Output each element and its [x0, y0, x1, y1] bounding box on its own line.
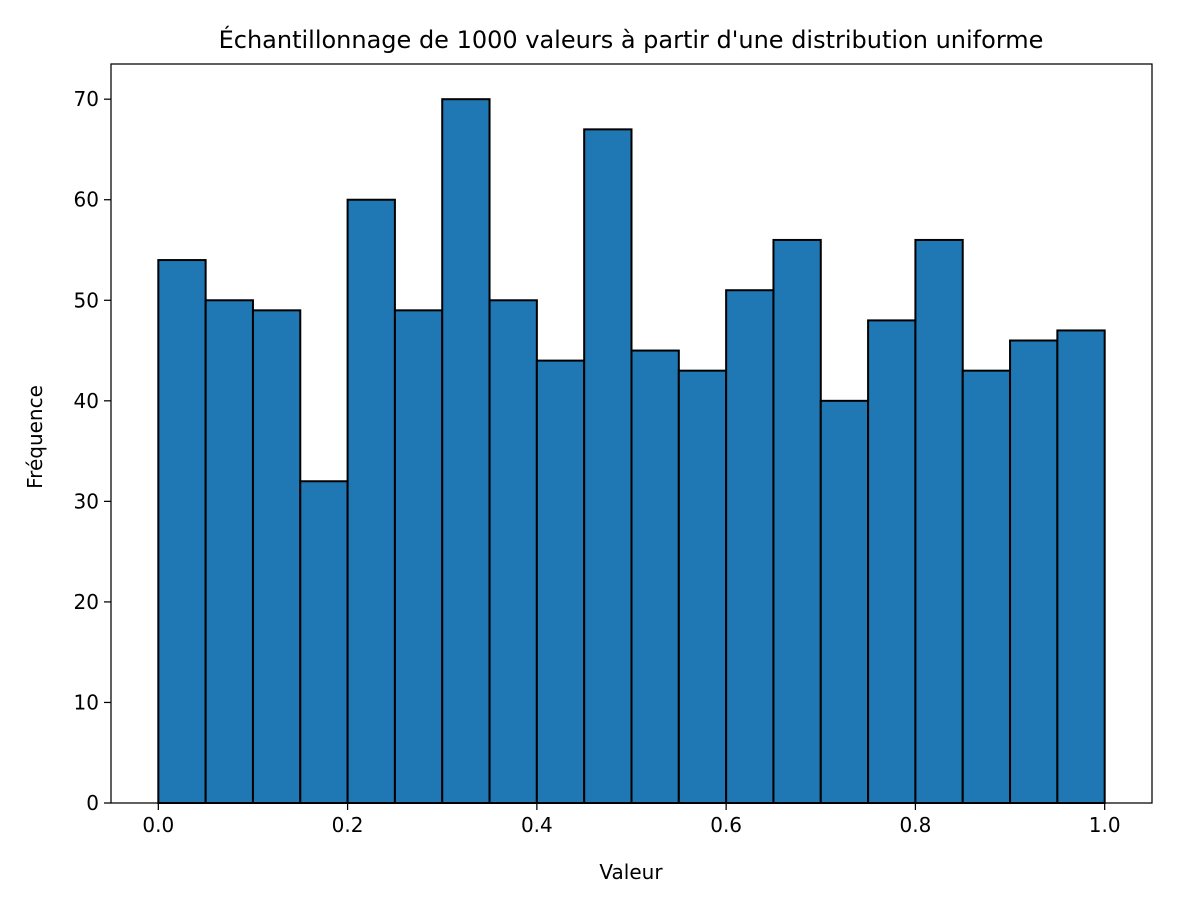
- y-axis-ticks: 0 10 20 30 40 50 60 70: [74, 87, 111, 815]
- x-tick-label: 0.6: [710, 813, 742, 837]
- chart-title: Échantillonnage de 1000 valeurs à partir…: [219, 25, 1044, 54]
- histogram-bar: [1009, 339, 1059, 804]
- x-tick-label: 0.4: [521, 813, 553, 837]
- histogram-bar: [819, 399, 870, 804]
- x-tick-label: 1.0: [1089, 813, 1121, 837]
- histogram-bar: [535, 359, 586, 804]
- y-tick-label: 20: [74, 590, 99, 614]
- histogram-bar: [157, 259, 207, 804]
- histogram-bar: [441, 98, 491, 804]
- histogram-bar: [299, 480, 349, 804]
- x-tick-label: 0.0: [142, 813, 174, 837]
- y-tick-label: 70: [74, 87, 99, 111]
- x-tick-label: 0.8: [900, 813, 932, 837]
- y-tick-label: 0: [86, 791, 99, 815]
- histogram-bar: [725, 289, 775, 804]
- histogram-bar: [204, 299, 254, 804]
- plot-frame: [110, 63, 1153, 804]
- x-axis-label: Valeur: [599, 860, 663, 884]
- histogram-bar: [393, 309, 444, 804]
- histogram-bar: [1056, 329, 1106, 804]
- histogram-bar: [251, 309, 302, 804]
- y-tick-label: 10: [74, 690, 99, 714]
- histogram-bar: [346, 198, 396, 805]
- x-tick-label: 0.2: [332, 813, 364, 837]
- y-tick-label: 30: [74, 489, 99, 513]
- histogram-bar: [772, 238, 822, 804]
- histogram-bar: [488, 299, 538, 804]
- y-axis-label: Fréquence: [23, 385, 47, 489]
- bars-group: [157, 98, 1106, 805]
- histogram-bar: [914, 238, 964, 804]
- histogram-bar: [630, 349, 680, 804]
- histogram-bar: [867, 319, 917, 804]
- y-tick-label: 50: [74, 288, 99, 312]
- x-axis-ticks: 0.0 0.2 0.4 0.6 0.8 1.0: [142, 803, 1121, 837]
- histogram-bar: [677, 369, 728, 804]
- y-tick-label: 40: [74, 389, 99, 413]
- histogram-bar: [961, 369, 1012, 804]
- y-tick-label: 60: [74, 188, 99, 212]
- histogram-bar: [583, 128, 633, 804]
